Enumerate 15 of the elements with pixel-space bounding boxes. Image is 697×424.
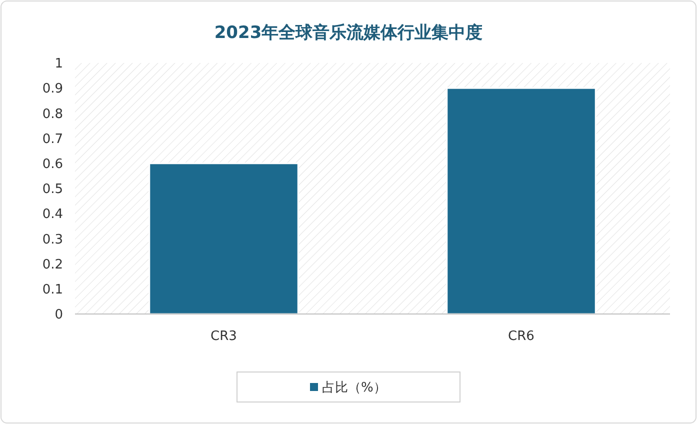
y-tick-label: 0.7 (42, 132, 63, 147)
x-tick-label: CR6 (508, 329, 534, 344)
y-tick-label: 0 (54, 308, 63, 323)
y-tick-label: 0.3 (42, 232, 63, 248)
y-tick-label: 0.9 (42, 82, 63, 97)
y-tick-label: 0.1 (42, 282, 63, 298)
y-tick-label: 0.8 (42, 106, 63, 122)
y-tick-label: 0.2 (42, 257, 63, 272)
y-tick-label: 0.6 (42, 156, 63, 172)
y-tick-label: 0.5 (42, 182, 63, 198)
chart-title: 2023年全球音乐流媒体行业集中度 (214, 23, 483, 43)
legend-label: 占比（%） (322, 380, 386, 396)
y-tick-label: 0.4 (42, 207, 63, 222)
y-tick-label: 1 (54, 56, 63, 72)
x-tick-label: CR3 (210, 329, 237, 344)
